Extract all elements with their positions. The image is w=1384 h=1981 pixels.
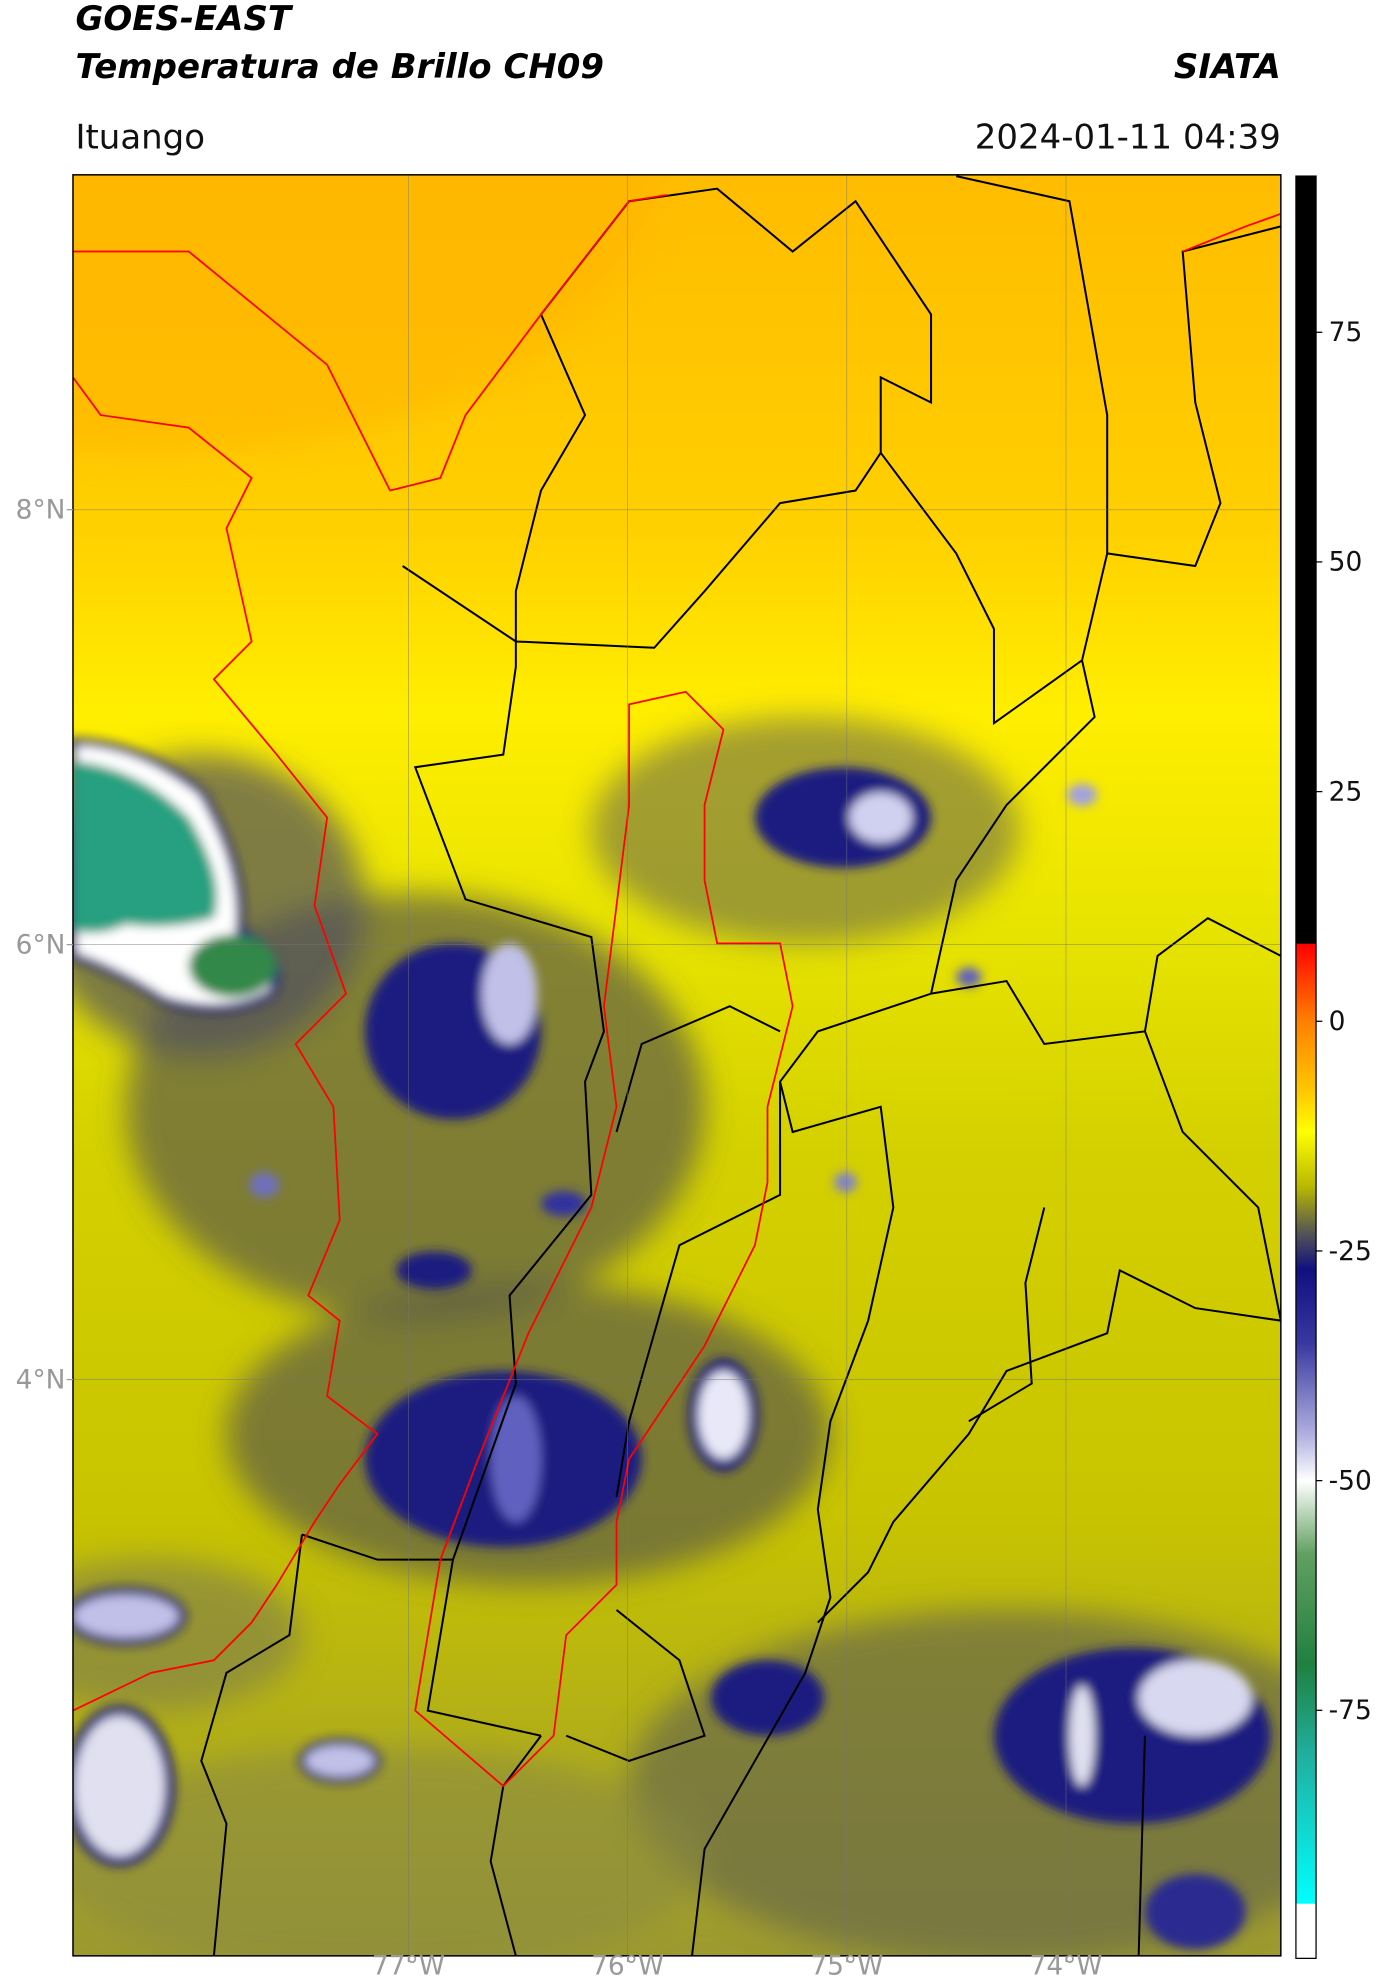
- colorbar-tick-label: -75: [1329, 1695, 1372, 1726]
- colorbar-tick-label: -50: [1329, 1465, 1372, 1496]
- x-tick-label: 76°W: [591, 1951, 664, 1981]
- colorbar-tick-label: 50: [1329, 547, 1363, 578]
- red-outlines: [72, 194, 1281, 1788]
- axes: 77°W 76°W 75°W 74°W 8°N 6°N 4°N: [16, 495, 1103, 1981]
- gridlines: [72, 174, 1281, 1956]
- y-tick-label: 6°N: [16, 929, 66, 960]
- date: 2024-01-11 04:39: [975, 117, 1281, 157]
- x-tick-label: 75°W: [810, 1951, 883, 1981]
- x-tick-label: 77°W: [372, 1951, 445, 1981]
- title: GOES-EAST: [75, 0, 293, 39]
- map-frame: [72, 174, 1282, 1957]
- colorbar-tick-label: -25: [1329, 1236, 1372, 1267]
- borders: [200, 175, 1281, 1956]
- colorbar-tick-label: 75: [1329, 317, 1363, 348]
- source: SIATA: [1174, 47, 1281, 87]
- subtitle: Temperatura de Brillo CH09: [75, 47, 604, 87]
- colorbar: [1295, 175, 1317, 1959]
- y-tick-label: 8°N: [16, 495, 66, 526]
- x-tick-label: 74°W: [1030, 1951, 1103, 1981]
- colorbar-axis: 75 50 25 0 -25 -50 -75: [1316, 317, 1372, 1726]
- y-tick-label: 4°N: [16, 1364, 66, 1395]
- colorbar-tick-label: 0: [1329, 1006, 1346, 1037]
- location: Ituango: [75, 117, 205, 157]
- cold-tops: [72, 738, 1271, 1950]
- colorbar-tick-label: 25: [1329, 776, 1363, 807]
